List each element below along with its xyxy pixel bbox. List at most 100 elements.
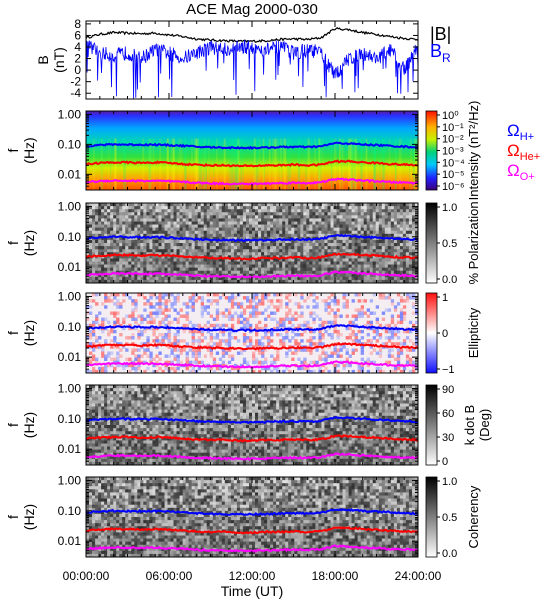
colorbar-tick-label: 10⁻⁴ <box>442 157 465 169</box>
ell-pixel <box>239 348 244 352</box>
pol-pixel <box>294 276 298 281</box>
ell-pixel <box>327 305 331 309</box>
pol-pixel <box>415 212 419 216</box>
pol-pixel <box>167 227 171 231</box>
ell-pixel <box>288 293 292 297</box>
pol-pixel <box>276 249 280 253</box>
pol-pixel <box>152 212 156 216</box>
pol-pixel <box>215 203 220 207</box>
pol-pixel <box>140 258 144 262</box>
pol-pixel <box>384 230 389 235</box>
intensity-streak <box>257 138 260 190</box>
pol-pixel <box>164 246 168 250</box>
ell-pixel <box>249 305 253 309</box>
kdb-pixel <box>101 406 105 410</box>
pol-pixel <box>206 267 210 271</box>
pol-pixel <box>279 212 283 216</box>
pol-pixel <box>104 203 108 207</box>
kdb-pixel <box>113 446 117 450</box>
pol-pixel <box>306 230 310 235</box>
pol-pixel <box>134 230 138 235</box>
ell-pixel <box>119 342 123 346</box>
kdb-pixel <box>101 385 105 389</box>
pol-pixel <box>291 276 295 281</box>
ell-pixel <box>252 293 256 297</box>
pol-pixel <box>194 218 198 222</box>
ell-pixel <box>261 293 265 297</box>
ell-pixel <box>261 326 265 331</box>
pol-pixel <box>345 279 349 284</box>
ell-pixel <box>131 299 135 303</box>
pol-pixel <box>348 227 352 231</box>
pol-pixel <box>330 249 334 253</box>
ell-pixel <box>357 363 361 368</box>
pol-pixel <box>89 279 93 284</box>
pol-pixel <box>209 209 213 213</box>
pol-pixel <box>324 221 328 225</box>
pol-pixel <box>333 258 337 262</box>
pol-pixel <box>378 212 383 216</box>
pol-pixel <box>267 267 271 271</box>
pol-pixel <box>363 261 367 265</box>
pol-pixel <box>309 279 313 284</box>
pol-pixel <box>218 215 223 219</box>
kdb-pixel <box>92 431 96 435</box>
kdb-pixel <box>98 397 102 401</box>
pol-pixel <box>324 215 328 219</box>
pol-pixel <box>387 215 392 219</box>
pol-pixel <box>396 233 401 238</box>
pol-pixel <box>122 221 126 225</box>
pol-pixel <box>188 267 192 271</box>
ell-pixel <box>125 357 129 361</box>
pol-pixel <box>360 206 364 210</box>
ell-pixel <box>294 339 298 343</box>
ell-pixel <box>408 339 413 343</box>
ell-pixel <box>333 311 337 315</box>
pol-pixel <box>92 218 96 222</box>
intensity-streak <box>274 138 277 190</box>
pol-pixel <box>212 236 217 241</box>
pol-pixel <box>230 279 235 284</box>
ell-pixel <box>176 348 180 352</box>
pol-pixel <box>345 218 349 222</box>
pol-pixel <box>107 249 111 253</box>
pol-pixel <box>399 215 404 219</box>
ell-pixel <box>282 369 286 374</box>
ell-pixel <box>200 360 204 365</box>
ell-pixel <box>173 296 177 300</box>
pol-pixel <box>363 243 367 247</box>
pol-pixel <box>107 261 111 265</box>
kdb-pixel <box>116 431 120 435</box>
kdb-pixel <box>113 437 117 441</box>
pol-pixel <box>194 206 198 210</box>
pol-pixel <box>324 279 328 284</box>
pol-pixel <box>200 261 204 265</box>
pol-pixel <box>239 279 244 284</box>
pol-pixel <box>137 267 141 271</box>
pol-pixel <box>315 279 319 284</box>
ell-pixel <box>333 351 337 355</box>
pol-pixel <box>209 239 213 244</box>
ell-pixel <box>182 314 186 318</box>
pol-pixel <box>415 258 419 262</box>
pol-pixel <box>273 252 277 256</box>
kdb-pixel <box>89 409 93 413</box>
kdb-pixel <box>113 452 117 457</box>
ell-pixel <box>161 317 165 321</box>
ell-pixel <box>354 308 358 312</box>
pol-pixel <box>270 206 274 210</box>
pol-pixel <box>107 224 111 228</box>
pol-pixel <box>143 273 147 278</box>
ell-pixel <box>167 354 171 358</box>
ell-pixel <box>164 293 168 297</box>
pol-pixel <box>279 221 283 225</box>
ell-pixel <box>297 305 301 309</box>
pol-pixel <box>372 230 376 235</box>
pol-pixel <box>227 258 232 262</box>
pol-pixel <box>375 206 379 210</box>
pol-pixel <box>95 270 99 275</box>
pol-pixel <box>303 203 307 207</box>
pol-pixel <box>276 252 280 256</box>
ell-pixel <box>303 329 307 334</box>
ell-pixel <box>396 320 401 325</box>
